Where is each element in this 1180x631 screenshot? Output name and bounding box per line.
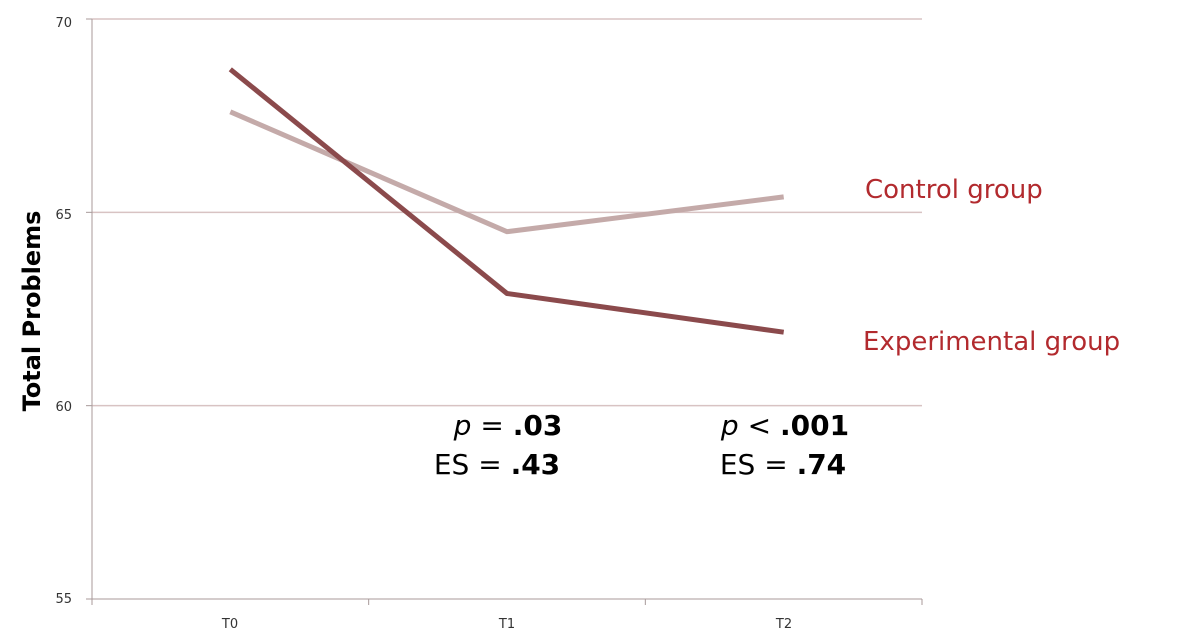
es-value: .74: [797, 448, 847, 481]
x-tick-label: T1: [498, 617, 515, 631]
p-value: .03: [513, 409, 563, 442]
series-label-experimental: Experimental group: [863, 327, 1120, 357]
annotation-t2: p < .001 ES = .74: [720, 409, 849, 481]
p-operator: <: [739, 409, 780, 442]
y-tick-label: 55: [55, 592, 72, 607]
x-tick-label: T0: [221, 617, 238, 631]
axes: [86, 18, 923, 605]
series-lines: [228, 67, 785, 335]
x-tick-labels: T0 T1 T2: [221, 617, 792, 631]
y-tick-labels: 55 60 65 70: [55, 16, 72, 607]
effect-size-text: ES = .74: [720, 448, 846, 481]
control-group-line: [229, 109, 785, 235]
p-value-text: p < .001: [720, 409, 849, 442]
gridlines: [92, 18, 922, 407]
p-value: .001: [780, 409, 849, 442]
x-tick-label: T2: [775, 617, 792, 631]
y-tick-label: 70: [55, 16, 72, 31]
annotation-t1: p = .03 ES = .43: [434, 409, 563, 481]
p-symbol: p: [720, 409, 739, 442]
series-label-control: Control group: [865, 175, 1043, 205]
experimental-group-line: [228, 67, 785, 335]
p-operator: =: [471, 409, 512, 442]
es-label: ES =: [720, 448, 797, 481]
effect-size-text: ES = .43: [434, 448, 560, 481]
es-label: ES =: [434, 448, 511, 481]
y-tick-label: 65: [55, 208, 72, 223]
y-axis-label: Total Problems: [18, 211, 46, 412]
y-tick-label: 60: [55, 400, 72, 415]
p-value-text: p = .03: [453, 409, 563, 442]
p-symbol: p: [453, 409, 472, 442]
es-value: .43: [511, 448, 561, 481]
